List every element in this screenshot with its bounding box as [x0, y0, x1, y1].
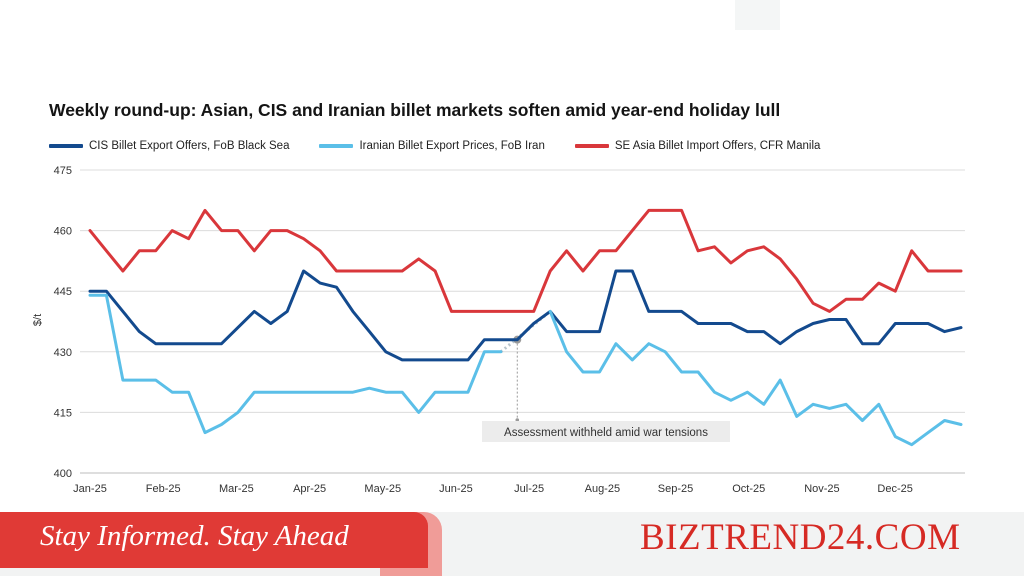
- legend-item-iran: Iranian Billet Export Prices, FoB Iran: [319, 140, 545, 152]
- gridlines: [80, 169, 965, 474]
- y-axis-label: $/t: [32, 314, 44, 326]
- x-tick-label-Feb-25: Feb-25: [146, 483, 181, 495]
- x-tick-label-Jan-25: Jan-25: [73, 483, 107, 495]
- series-line-2: [88, 208, 963, 313]
- annotation-text: Assessment withheld amid war tensions: [504, 427, 708, 439]
- x-tick-label-Dec-25: Dec-25: [877, 483, 912, 495]
- chart-title: Weekly round-up: Asian, CIS and Iranian …: [49, 100, 781, 120]
- legend-label-sea: SE Asia Billet Import Offers, CFR Manila: [614, 140, 821, 152]
- x-tick-label-Aug-25: Aug-25: [585, 483, 620, 495]
- x-tick-label-Jul-25: Jul-25: [514, 483, 544, 495]
- chart-legend: CIS Billet Export Offers, FoB Black Sea …: [49, 138, 850, 154]
- annotation: Assessment withheld amid war tensions: [482, 310, 730, 442]
- legend-item-sea: SE Asia Billet Import Offers, CFR Manila: [574, 140, 821, 152]
- legend-label-iran: Iranian Billet Export Prices, FoB Iran: [359, 140, 545, 152]
- y-tick-label-475: 475: [54, 165, 72, 177]
- y-tick-label-460: 460: [54, 226, 72, 238]
- series-line-0: [88, 269, 963, 362]
- series-line-1: [88, 293, 963, 447]
- legend-label-cis: CIS Billet Export Offers, FoB Black Sea: [89, 140, 290, 152]
- annotation-box: [482, 421, 730, 442]
- banner: [0, 512, 428, 568]
- x-tick-label-Apr-25: Apr-25: [293, 483, 326, 495]
- x-axis: Jan-25 Feb-25 Mar-25 Apr-25 May-25 Jun-25 Jul-…: [73, 483, 913, 495]
- header-band: [0, 0, 1024, 78]
- annotation-leader-end: [515, 418, 520, 422]
- legend-swatch-iran: [319, 144, 354, 148]
- header-decoration: [735, 0, 780, 30]
- legend-item-cis: CIS Billet Export Offers, FoB Black Sea: [49, 140, 289, 152]
- x-tick-label-Mar-25: Mar-25: [219, 483, 254, 495]
- y-tick-label-430: 430: [54, 347, 72, 359]
- x-tick-label-Oct-25: Oct-25: [732, 483, 765, 495]
- x-tick-label-Jun-25: Jun-25: [439, 483, 473, 495]
- legend-swatch-cis: [49, 144, 83, 148]
- y-tick-label-415: 415: [54, 407, 72, 419]
- series-lines: [88, 208, 963, 447]
- x-tick-label-May-25: May-25: [364, 483, 401, 495]
- banner-tagline: Stay Informed. Stay Ahead: [40, 520, 349, 552]
- brand-logo: BIZTREND24.COM: [640, 517, 961, 558]
- y-axis: $/t 400 415 430 445 460 475: [32, 165, 72, 480]
- x-tick-label-Sep-25: Sep-25: [658, 483, 693, 495]
- y-tick-label-400: 400: [54, 468, 72, 480]
- y-tick-label-445: 445: [54, 286, 72, 298]
- x-tick-label-Nov-25: Nov-25: [804, 483, 839, 495]
- line-chart: $/t 400 415 430 445 460 475 Jan-25 Feb-25 Mar-2…: [32, 165, 965, 495]
- legend-swatch-sea: [574, 144, 609, 148]
